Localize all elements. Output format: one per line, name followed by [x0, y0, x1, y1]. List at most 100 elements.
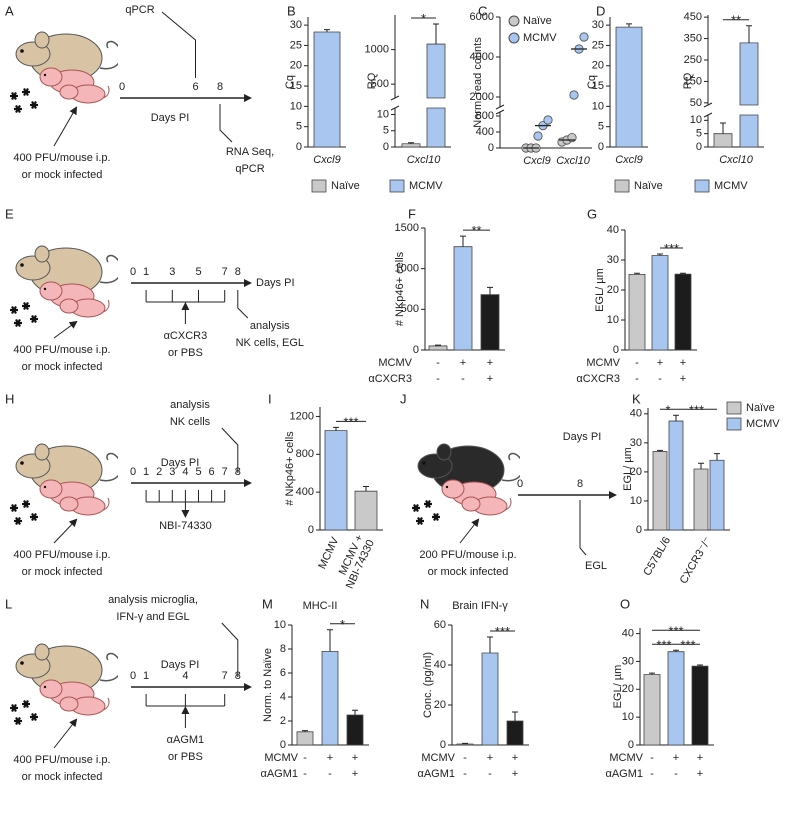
error-bar — [698, 462, 704, 469]
infection-arrow — [459, 518, 480, 544]
y-axis-label: Cq — [284, 75, 296, 89]
error-bar — [408, 142, 414, 144]
timeline-day: 0 — [130, 266, 136, 278]
bar — [453, 246, 473, 351]
connector — [219, 104, 233, 143]
y-tick-label: 10 — [377, 108, 389, 120]
error-bar — [363, 485, 369, 492]
x-tick-label: Cxcl10 — [719, 154, 754, 166]
significance-stars: *** — [343, 414, 358, 429]
condition-mark: - — [303, 752, 307, 764]
y-tick-label: 20 — [592, 60, 604, 72]
connector — [161, 11, 196, 78]
y-tick-label: 40 — [607, 224, 619, 236]
condition-mark: + — [352, 752, 358, 764]
x-tick-label: Cxcl9 — [523, 155, 551, 167]
error-bar — [634, 272, 640, 275]
y-tick-label: 150 — [684, 75, 702, 87]
y-tick-label: 10 — [690, 114, 702, 126]
y-tick-label: 50 — [690, 97, 702, 109]
y-tick-label: 5 — [598, 121, 604, 133]
y-tick-label: 500 — [401, 303, 419, 315]
bar — [615, 26, 643, 148]
axis-break — [390, 95, 400, 101]
bar — [691, 665, 709, 746]
bar — [481, 652, 499, 746]
analysis-text: NK cells, EGL — [236, 337, 304, 349]
connector — [221, 622, 239, 677]
infection-text: or mock infected — [428, 566, 509, 578]
timeline-day: 0 — [130, 670, 136, 682]
y-tick-label: 15 — [290, 80, 302, 92]
condition-mark: + — [680, 373, 686, 385]
y-axis-label: # NKp46+ cells — [284, 431, 296, 506]
infection-text: 400 PFU/mouse i.p. — [13, 344, 110, 356]
y-tick-label: 40 — [434, 659, 446, 671]
y-axis-label: Cq — [586, 75, 598, 89]
timeline-day: 3 — [169, 466, 175, 478]
x-tick-label: Cxcl9 — [313, 154, 341, 166]
legend-marker — [508, 15, 520, 27]
timeline-day: 7 — [222, 466, 228, 478]
y-axis-label: EGL/ µm — [612, 665, 624, 709]
timeline-day: 1 — [143, 670, 149, 682]
condition-mark: - — [461, 373, 465, 385]
error-bar — [512, 711, 518, 721]
legend-label: MCMV — [409, 180, 443, 192]
y-tick-label: 800 — [476, 110, 494, 122]
y-tick-label: 0 — [628, 739, 634, 751]
y-tick-label: 4 — [280, 691, 286, 703]
x-tick-label: C57BL/6 — [641, 535, 673, 578]
y-tick-label: 20 — [630, 466, 642, 478]
y-axis-label: Norm. read counts — [472, 37, 484, 128]
timeline-day: 1 — [143, 266, 149, 278]
analysis-text: analysis microglia, — [108, 594, 198, 606]
mouse-dark — [412, 444, 523, 525]
condition-mark: - — [463, 752, 467, 764]
timeline-day: 6 — [209, 466, 215, 478]
bar — [296, 731, 314, 746]
legend-label: MCMV — [523, 32, 557, 44]
timeline-day: 1 — [143, 466, 149, 478]
y-tick-label: 20 — [290, 60, 302, 72]
infection-text: or mock infected — [22, 361, 103, 373]
significance-stars: *** — [680, 637, 695, 652]
timeline-label: Days PI — [563, 431, 602, 443]
bar — [652, 451, 668, 531]
y-tick-label: 5 — [696, 128, 702, 140]
treatment-text: NBI-74330 — [159, 520, 212, 532]
panel-label: H — [5, 391, 14, 406]
condition-mark: - — [635, 373, 639, 385]
connector — [579, 500, 587, 556]
timeline-day: 4 — [182, 466, 188, 478]
legend-label: Naïve — [331, 180, 360, 192]
panel-label: A — [5, 3, 14, 18]
y-tick-label: 10 — [607, 314, 619, 326]
legend-label: Naïve — [634, 180, 663, 192]
y-tick-label: 20 — [607, 284, 619, 296]
panel-label: E — [5, 206, 14, 221]
infection-text: 400 PFU/mouse i.p. — [13, 549, 110, 561]
error-bar — [626, 23, 632, 28]
condition-mark: - — [650, 752, 654, 764]
bar — [667, 651, 685, 746]
axis-break — [703, 102, 713, 108]
y-tick-label: 400 — [296, 486, 314, 498]
condition-label: MCMV — [264, 752, 298, 764]
error-bar — [327, 629, 333, 652]
mouse — [10, 32, 121, 113]
condition-mark: + — [680, 357, 686, 369]
error-bar — [680, 272, 686, 275]
y-tick-label: 1000 — [395, 263, 419, 275]
axis-break — [495, 109, 505, 115]
y-axis-label: RQ — [682, 72, 694, 89]
timeline-day: 5 — [195, 466, 201, 478]
bar — [651, 255, 669, 351]
condition-mark: + — [487, 373, 493, 385]
point — [533, 131, 543, 141]
bar — [713, 133, 733, 148]
condition-mark: + — [697, 752, 703, 764]
x-tick-label: CXCR3⁻/⁻ — [678, 535, 714, 586]
analysis-text: analysis — [250, 320, 290, 332]
treatment-text: or PBS — [168, 347, 203, 359]
